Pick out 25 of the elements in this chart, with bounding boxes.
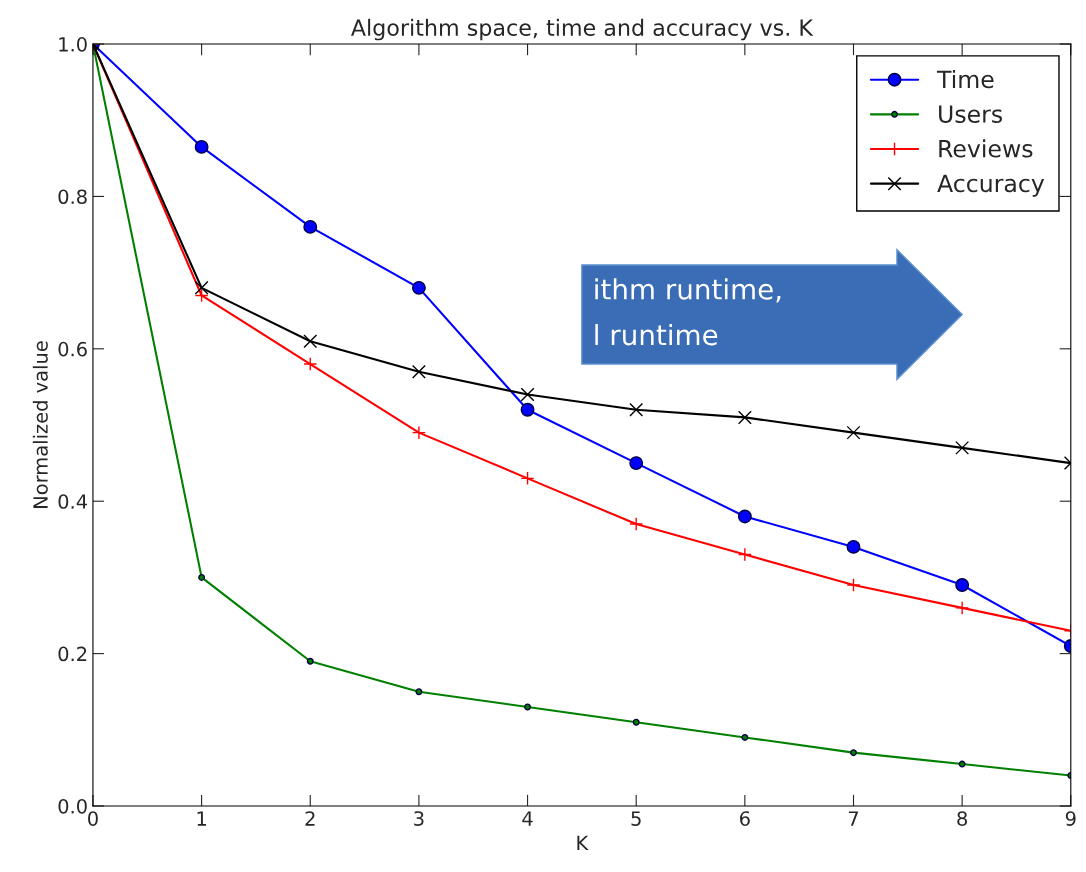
- x-tick-label: 4: [522, 811, 533, 826]
- y-tick-label: 0.4: [58, 494, 88, 509]
- chart-title: Algorithm space, time and accuracy vs. K: [351, 18, 814, 41]
- legend-label: Reviews: [939, 139, 1033, 158]
- x-tick-label: 3: [414, 811, 424, 826]
- x-tick-label: 9: [1065, 811, 1076, 826]
- legend-label: Users: [939, 105, 1002, 123]
- annotation: ithm runtime,: [595, 278, 781, 303]
- y-axis-title: Normalized value: [32, 341, 48, 508]
- y-tick-label: 0.6: [58, 341, 87, 357]
- y-tick-label: 1.0: [59, 36, 87, 52]
- x-tick-label: 2: [305, 811, 315, 826]
- annotation: l runtime: [595, 323, 718, 346]
- x-tick-label: 7: [848, 811, 859, 826]
- y-tick-label: 0.2: [58, 646, 87, 662]
- x-tick-label: 6: [740, 811, 750, 826]
- x-tick-label: 5: [631, 811, 641, 826]
- x-tick-label: 1: [197, 811, 206, 826]
- x-axis-title: K: [577, 835, 589, 850]
- legend-label: Time: [936, 70, 994, 89]
- x-tick-label: 0: [88, 811, 98, 826]
- y-tick-label: 0.8: [58, 189, 87, 205]
- y-tick-label: 0.0: [58, 798, 87, 814]
- legend-label: Accuracy: [937, 174, 1045, 197]
- x-tick-label: 8: [957, 811, 967, 826]
